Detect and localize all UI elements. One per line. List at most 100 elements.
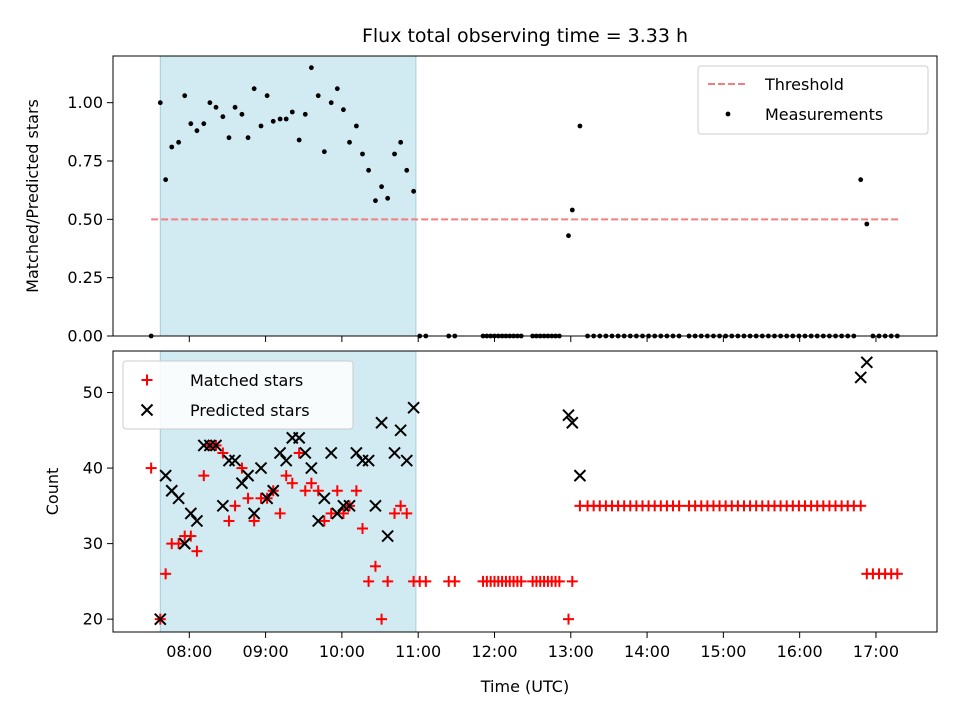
measurement-point [157, 100, 163, 106]
predicted-star-point [573, 469, 587, 482]
predicted-star-point [343, 499, 356, 513]
predicted-star-point [209, 439, 223, 452]
matched-star-point [401, 507, 413, 519]
y-tick-label: 0.75 [67, 152, 103, 171]
measurement-point [398, 139, 404, 145]
predicted-star-point [381, 529, 394, 543]
matched-star-point [553, 575, 565, 587]
series-layer [145, 356, 903, 626]
matched-star-point [191, 545, 203, 557]
predicted-star-point [254, 461, 268, 475]
predicted-star-point [178, 537, 191, 550]
predicted-star-point [362, 454, 375, 467]
measurement-point [258, 123, 264, 129]
predicted-star-point [216, 499, 230, 513]
matched-star-point [515, 575, 527, 587]
measurement-point [366, 167, 371, 173]
predicted-star-point [247, 507, 261, 520]
y-tick-label: 0.25 [67, 268, 103, 287]
matched-star-point [395, 500, 407, 512]
y-tick-label: 50 [83, 383, 103, 402]
predicted-star-point [394, 424, 407, 437]
measurement-point [296, 137, 302, 143]
measurement-point [569, 207, 575, 213]
x-axis-ticks: 08:00 09:00 10:00 11:00 12:00 13:00 14:00 15:00… [166, 632, 899, 661]
predicted-star-point [854, 371, 867, 384]
predicted-star-point [273, 446, 287, 460]
measurement-point [404, 167, 410, 173]
measurement-point [169, 144, 175, 150]
predicted-star-point [241, 469, 255, 482]
measurement-point [239, 111, 245, 117]
legend-predicted-swatch [140, 403, 154, 417]
shaded-region [159, 55, 417, 337]
predicted-star-point [388, 446, 401, 460]
legend-matched-label: Matched stars [190, 371, 303, 390]
x-tick-label: 09:00 [243, 642, 289, 661]
chart-title: Flux total observing time = 3.33 h [362, 25, 688, 47]
predicted-star-point [566, 416, 579, 429]
shaded-observing-window [159, 55, 417, 337]
matched-star-point [449, 575, 461, 587]
measurement-point [201, 121, 207, 127]
predicted-star-point [260, 492, 274, 505]
matched-star-point [350, 485, 362, 497]
measurement-point [864, 221, 870, 227]
measurement-point [283, 116, 289, 122]
y-tick-label: 1.00 [67, 93, 103, 112]
measurement-point [577, 123, 583, 129]
measurement-point [182, 93, 188, 99]
matched-star-point [160, 568, 172, 580]
measurement-point [411, 188, 417, 194]
matched-star-point [855, 500, 867, 512]
x-tick-label: 15:00 [700, 642, 746, 661]
legend-measurements-swatch [725, 111, 731, 117]
measurement-point [321, 149, 327, 155]
matched-star-point [376, 613, 388, 625]
measurement-point [232, 104, 238, 110]
axes-frame [112, 350, 938, 633]
predicted-star-point [292, 431, 306, 445]
matched-star-point [229, 500, 241, 512]
measurement-point [373, 198, 378, 204]
matched-star-point [369, 560, 381, 572]
matched-star-point [562, 613, 574, 625]
x-tick-label: 10:00 [319, 642, 365, 661]
predicted-star-point [172, 492, 185, 505]
top-panel: 0.00 0.25 0.50 0.75 1.00 Matched/Predicted s… [23, 55, 938, 346]
y-axis-label: Matched/Predicted stars [23, 99, 42, 293]
matched-star-point [337, 507, 349, 519]
measurement-point [226, 135, 232, 141]
measurement-point [360, 151, 365, 157]
measurement-point [302, 111, 308, 117]
x-tick-label: 16:00 [777, 642, 823, 661]
measurement-point [341, 107, 346, 113]
legend: Matched stars Predicted stars [122, 360, 354, 430]
matched-star-point [173, 538, 185, 550]
matched-star-point [363, 575, 375, 587]
measurement-point [220, 114, 226, 120]
matched-star-point [299, 485, 311, 497]
measurement-point [163, 177, 169, 183]
predicted-star-point [331, 507, 344, 520]
predicted-star-point [279, 454, 293, 467]
y-tick-label: 0.00 [67, 327, 103, 346]
legend-predicted-label: Predicted stars [190, 401, 310, 420]
legend-box [122, 360, 354, 430]
x-tick-label: 17:00 [853, 642, 899, 661]
measurement-point [392, 151, 397, 157]
x-tick-label: 11:00 [395, 642, 441, 661]
measurement-point [213, 104, 219, 110]
y-axis-label: Count [43, 468, 62, 516]
measurement-point [270, 118, 276, 124]
matched-star-point [198, 470, 210, 482]
legend-matched-swatch [141, 374, 153, 386]
measurement-point [566, 233, 571, 239]
predicted-star-point [154, 612, 167, 626]
matched-star-point [223, 515, 235, 527]
matched-star-point [305, 477, 317, 489]
predicted-star-point [299, 446, 312, 460]
measurement-point [277, 116, 283, 122]
predicted-star-point [184, 507, 198, 520]
legend: Threshold Measurements [697, 65, 929, 135]
